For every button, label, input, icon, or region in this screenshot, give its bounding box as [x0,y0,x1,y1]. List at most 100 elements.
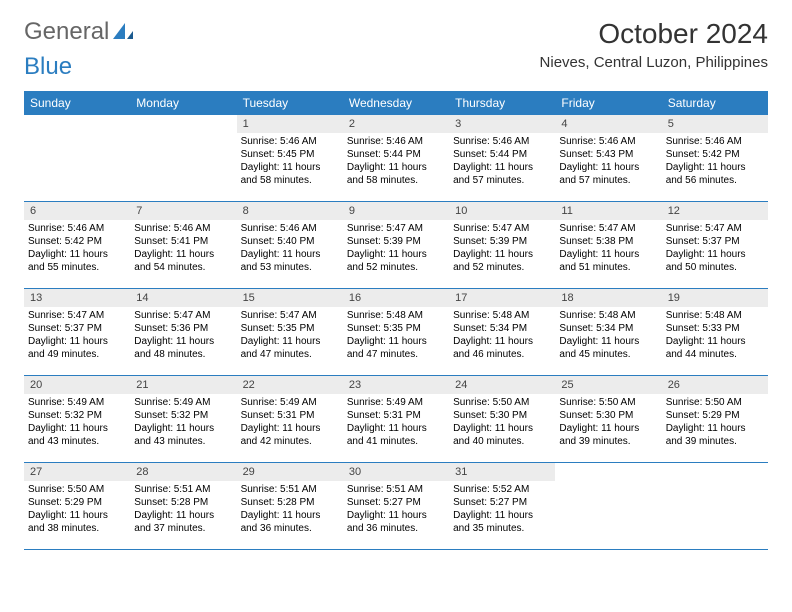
day-number: 27 [24,463,130,481]
day-cell: 9Sunrise: 5:47 AMSunset: 5:39 PMDaylight… [343,202,449,288]
sunset-line: Sunset: 5:28 PM [134,496,232,509]
day-body: Sunrise: 5:49 AMSunset: 5:31 PMDaylight:… [343,394,449,452]
sunrise-line: Sunrise: 5:50 AM [453,396,551,409]
day-cell: 16 Sunrise: 5:48 AMSunset: 5:35 PMDayligh… [343,289,449,375]
day-number: 1 [237,115,343,133]
day-body: Sunrise: 5:50 AMSunset: 5:29 PMDaylight:… [24,481,130,539]
day-number: 8 [237,202,343,220]
sunset-line: Sunset: 5:32 PM [28,409,126,422]
day-number: 30 [343,463,449,481]
day-number: 4 [555,115,661,133]
logo-text-2: Blue [24,53,72,80]
logo-sail-icon [111,21,135,43]
day-cell: 12Sunrise: 5:47 AMSunset: 5:37 PMDayligh… [662,202,768,288]
day-cell: 4Sunrise: 5:46 AMSunset: 5:43 PMDaylight… [555,115,661,201]
dow-cell: Wednesday [343,91,449,115]
page-subtitle: Nieves, Central Luzon, Philippines [540,54,768,71]
day-body: Sunrise: 5:50 AMSunset: 5:29 PMDaylight:… [662,394,768,452]
day-number: 16 [343,289,449,307]
dow-cell: Monday [130,91,236,115]
sunrise-line: Sunrise: 5:50 AM [559,396,657,409]
day-number: 11 [555,202,661,220]
daylight-line: Daylight: 11 hours and 52 minutes. [453,248,551,274]
day-number: 28 [130,463,236,481]
sunset-line: Sunset: 5:29 PM [28,496,126,509]
sunrise-line: Sunrise: 5:47 AM [134,309,232,322]
dow-cell: Thursday [449,91,555,115]
sunrise-line: Sunrise: 5:48 AM [347,309,445,322]
day-cell: 23Sunrise: 5:49 AMSunset: 5:31 PMDayligh… [343,376,449,462]
day-number: 29 [237,463,343,481]
day-body: Sunrise: 5:51 AMSunset: 5:27 PMDaylight:… [343,481,449,539]
day-cell: 29Sunrise: 5:51 AMSunset: 5:28 PMDayligh… [237,463,343,549]
logo-text-1: General [24,18,109,46]
day-number: 25 [555,376,661,394]
day-body: Sunrise: 5:46 AMSunset: 5:42 PMDaylight:… [662,133,768,191]
week-row: 6Sunrise: 5:46 AMSunset: 5:42 PMDaylight… [24,202,768,289]
daylight-line: Daylight: 11 hours and 39 minutes. [666,422,764,448]
day-cell: 15Sunrise: 5:47 AMSunset: 5:35 PMDayligh… [237,289,343,375]
daylight-line: Daylight: 11 hours and 36 minutes. [347,509,445,535]
day-number: 15 [237,289,343,307]
sunrise-line: Sunrise: 5:46 AM [666,135,764,148]
daylight-line: Daylight: 11 hours and 53 minutes. [241,248,339,274]
daylight-line: Daylight: 11 hours and 57 minutes. [453,161,551,187]
day-cell: 11Sunrise: 5:47 AMSunset: 5:38 PMDayligh… [555,202,661,288]
day-number: 22 [237,376,343,394]
sunset-line: Sunset: 5:44 PM [347,148,445,161]
sunset-line: Sunset: 5:27 PM [347,496,445,509]
day-body: Sunrise: 5:49 AMSunset: 5:31 PMDaylight:… [237,394,343,452]
week-row: 27Sunrise: 5:50 AMSunset: 5:29 PMDayligh… [24,463,768,550]
daylight-line: Daylight: 11 hours and 58 minutes. [347,161,445,187]
day-body: Sunrise: 5:47 AMSunset: 5:38 PMDaylight:… [555,220,661,278]
daylight-line: Daylight: 11 hours and 50 minutes. [666,248,764,274]
day-cell [130,115,236,201]
day-body: Sunrise: 5:46 AMSunset: 5:44 PMDaylight:… [449,133,555,191]
day-cell [662,463,768,549]
day-number: 7 [130,202,236,220]
sunset-line: Sunset: 5:44 PM [453,148,551,161]
day-cell: 1Sunrise: 5:46 AMSunset: 5:45 PMDaylight… [237,115,343,201]
day-cell: 17Sunrise: 5:48 AMSunset: 5:34 PMDayligh… [449,289,555,375]
dow-cell: Friday [555,91,661,115]
sunset-line: Sunset: 5:32 PM [134,409,232,422]
sunrise-line: Sunrise: 5:49 AM [134,396,232,409]
day-number: 14 [130,289,236,307]
sunset-line: Sunset: 5:31 PM [347,409,445,422]
sunrise-line: Sunrise: 5:46 AM [134,222,232,235]
sunset-line: Sunset: 5:34 PM [559,322,657,335]
logo: General [24,18,135,46]
day-number: 21 [130,376,236,394]
daylight-line: Daylight: 11 hours and 47 minutes. [347,335,445,361]
sunrise-line: Sunrise: 5:51 AM [241,483,339,496]
day-body: Sunrise: 5:47 AMSunset: 5:39 PMDaylight:… [449,220,555,278]
sunset-line: Sunset: 5:42 PM [28,235,126,248]
day-body: Sunrise: 5:48 AMSunset: 5:34 PMDaylight:… [449,307,555,365]
sunrise-line: Sunrise: 5:47 AM [666,222,764,235]
day-body: Sunrise: 5:51 AMSunset: 5:28 PMDaylight:… [130,481,236,539]
sunrise-line: Sunrise: 5:48 AM [559,309,657,322]
sunrise-line: Sunrise: 5:49 AM [28,396,126,409]
sunset-line: Sunset: 5:38 PM [559,235,657,248]
day-number: 2 [343,115,449,133]
daylight-line: Daylight: 11 hours and 41 minutes. [347,422,445,448]
day-cell: 28Sunrise: 5:51 AMSunset: 5:28 PMDayligh… [130,463,236,549]
day-cell: 30Sunrise: 5:51 AMSunset: 5:27 PMDayligh… [343,463,449,549]
sunset-line: Sunset: 5:29 PM [666,409,764,422]
sunrise-line: Sunrise: 5:46 AM [453,135,551,148]
sunset-line: Sunset: 5:34 PM [453,322,551,335]
daylight-line: Daylight: 11 hours and 37 minutes. [134,509,232,535]
sunrise-line: Sunrise: 5:46 AM [347,135,445,148]
sunset-line: Sunset: 5:41 PM [134,235,232,248]
sunset-line: Sunset: 5:43 PM [559,148,657,161]
day-cell: 5Sunrise: 5:46 AMSunset: 5:42 PMDaylight… [662,115,768,201]
day-body: Sunrise: 5:48 AMSunset: 5:33 PMDaylight:… [662,307,768,365]
day-body: Sunrise: 5:46 AMSunset: 5:42 PMDaylight:… [24,220,130,278]
day-body: Sunrise: 5:47 AMSunset: 5:37 PMDaylight:… [662,220,768,278]
daylight-line: Daylight: 11 hours and 56 minutes. [666,161,764,187]
day-body: Sunrise: 5:51 AMSunset: 5:28 PMDaylight:… [237,481,343,539]
sunrise-line: Sunrise: 5:51 AM [347,483,445,496]
sunset-line: Sunset: 5:35 PM [347,322,445,335]
day-number: 18 [555,289,661,307]
sunrise-line: Sunrise: 5:47 AM [347,222,445,235]
